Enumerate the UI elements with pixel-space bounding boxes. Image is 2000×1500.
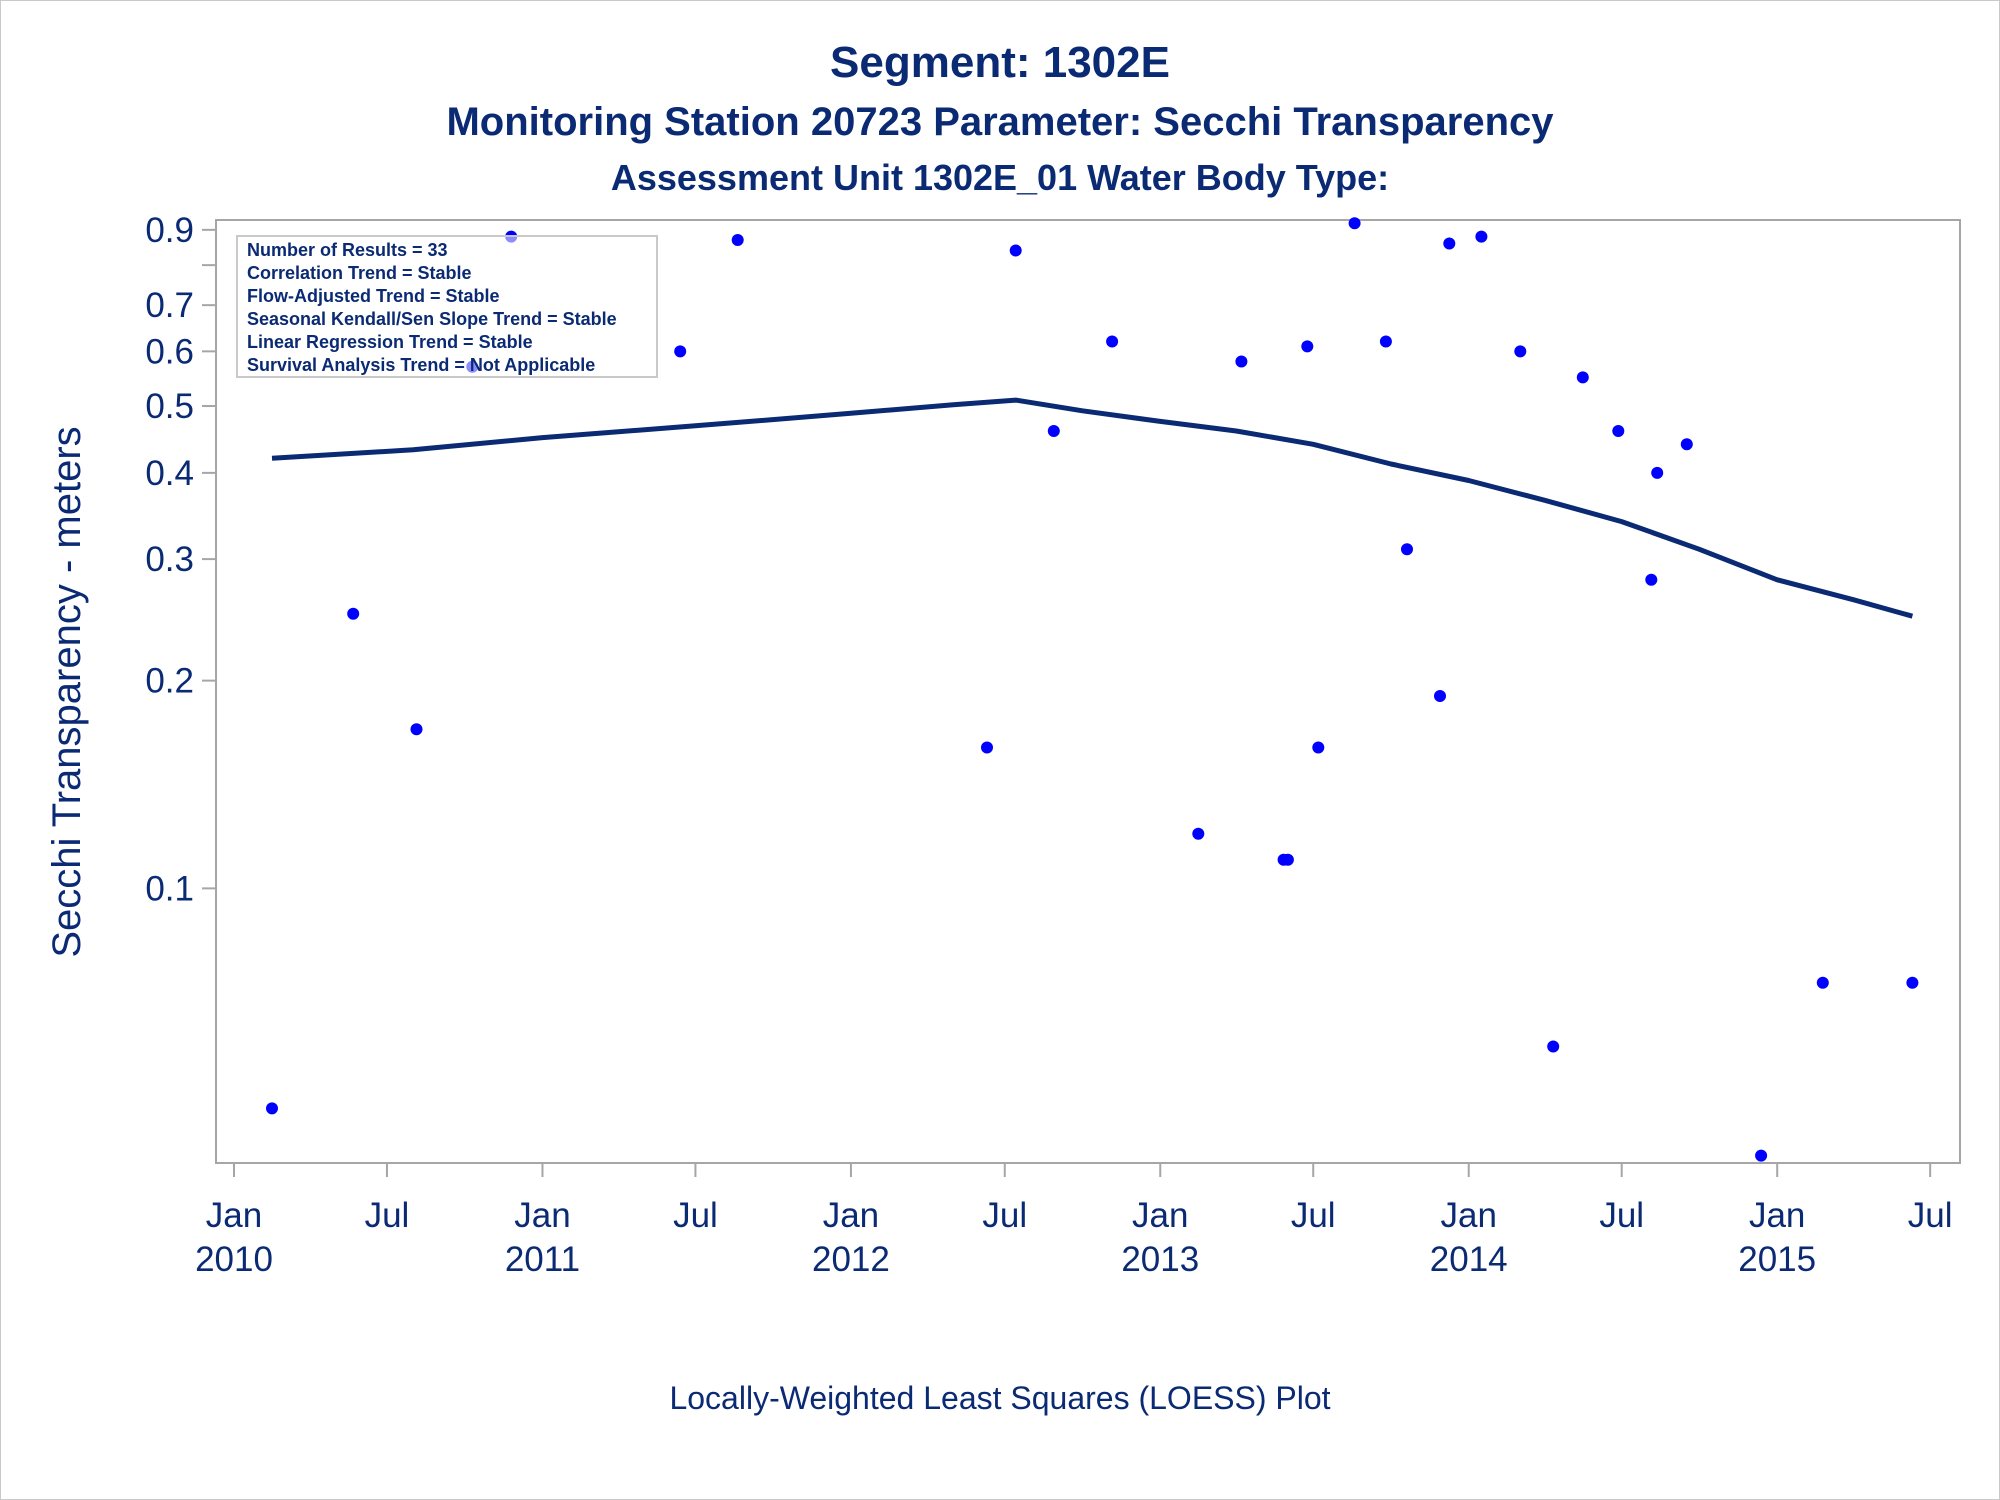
y-axis: 0.9 0.7 0.6 0.5 0.4 0.3 0.2 0.1 (145, 211, 216, 908)
data-point (1755, 1149, 1768, 1162)
x-tick-year-label: 2011 (505, 1240, 580, 1279)
data-point (1514, 345, 1527, 358)
x-tick-year-label: 2015 (1738, 1240, 1816, 1279)
data-point (981, 741, 993, 754)
x-tick-label: Jan (1441, 1196, 1497, 1235)
data-point (674, 345, 687, 358)
data-point (1192, 827, 1205, 840)
stats-line: Linear Regression Trend = Stable (247, 332, 533, 352)
x-tick-label: Jul (1599, 1196, 1644, 1235)
data-point (1547, 1040, 1560, 1053)
data-point (1443, 237, 1456, 250)
x-tick-year-label: 2010 (195, 1240, 273, 1279)
data-point (1906, 976, 1919, 989)
data-point (1816, 976, 1829, 989)
stats-box-frame (236, 235, 658, 378)
data-point (1281, 853, 1294, 866)
x-tick-label: Jan (1132, 1196, 1188, 1235)
data-point (1651, 466, 1664, 479)
stats-line: Number of Results = 33 (247, 240, 448, 260)
data-point (1047, 425, 1060, 437)
x-tick-label: Jul (673, 1196, 718, 1235)
data-point (1475, 230, 1488, 243)
x-tick-label: Jul (1291, 1196, 1336, 1235)
plot-area (215, 219, 1961, 1164)
y-tick-label: 0.6 (145, 332, 194, 371)
y-axis-label: Secchi Transparency - meters (45, 426, 89, 957)
x-tick-label: Jul (982, 1196, 1027, 1235)
x-tick-year-label: 2014 (1430, 1240, 1508, 1279)
data-point (1680, 438, 1693, 451)
data-point (731, 234, 744, 246)
data-point (266, 1102, 278, 1115)
y-tick-label: 0.9 (145, 211, 194, 250)
stats-line: Survival Analysis Trend = Not Applicable (247, 355, 595, 375)
stats-line: Seasonal Kendall/Sen Slope Trend = Stabl… (247, 309, 617, 329)
data-point (1106, 335, 1119, 348)
footnote: Locally-Weighted Least Squares (LOESS) P… (669, 1380, 1331, 1416)
data-point (1645, 573, 1658, 586)
data-point (1612, 425, 1625, 437)
data-point (1434, 690, 1446, 702)
chart-subtitle-assessment: Assessment Unit 1302E_01 Water Body Type… (610, 157, 1390, 198)
x-tick-year-label: 2012 (812, 1240, 890, 1279)
data-point (1235, 355, 1248, 368)
stats-line: Correlation Trend = Stable (247, 263, 472, 283)
x-tick-label: Jan (1749, 1196, 1805, 1235)
data-point (1401, 543, 1413, 556)
stats-line: Flow-Adjusted Trend = Stable (247, 286, 500, 306)
x-tick-year-label: 2013 (1121, 1240, 1199, 1279)
stats-box: Number of Results = 33 Correlation Trend… (236, 235, 658, 378)
x-tick-label: Jan (823, 1196, 879, 1235)
data-point (410, 723, 423, 736)
y-tick-label: 0.3 (145, 540, 194, 579)
x-tick-label: Jul (365, 1196, 410, 1235)
chart-subtitle-station: Monitoring Station 20723 Parameter: Secc… (446, 100, 1554, 144)
data-points (266, 217, 1919, 1162)
y-tick-label: 0.4 (145, 454, 194, 493)
data-point (1576, 371, 1589, 384)
x-tick-label: Jan (514, 1196, 570, 1235)
y-tick-label: 0.2 (145, 662, 194, 701)
data-point (1379, 335, 1392, 348)
y-tick-label: 0.7 (145, 286, 194, 325)
x-tick-label: Jul (1908, 1196, 1953, 1235)
y-tick-label: 0.5 (145, 387, 194, 426)
chart-title: Segment: 1302E (830, 38, 1170, 87)
data-point (1348, 217, 1361, 230)
data-point (1009, 244, 1022, 257)
x-axis: Jan 2010 Jul Jan 2011 Jul Jan 2012 Jul Jan 2013 Jul… (195, 1163, 1953, 1279)
loess-curve (271, 397, 1914, 619)
data-point (347, 607, 360, 620)
data-point (1312, 741, 1325, 754)
x-tick-label: Jan (206, 1196, 262, 1235)
y-tick-label: 0.1 (145, 869, 194, 908)
data-point (1301, 340, 1314, 353)
